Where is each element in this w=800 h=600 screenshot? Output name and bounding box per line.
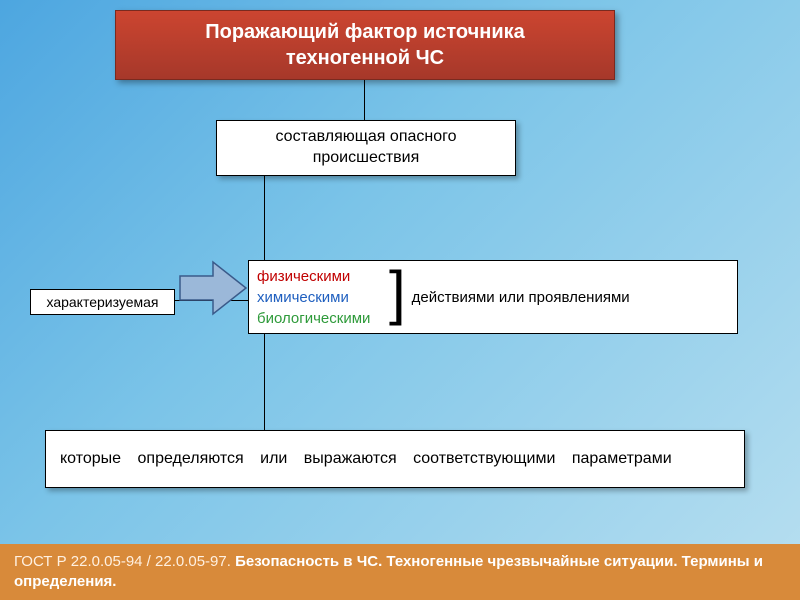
component-line1: составляющая опасного (217, 127, 515, 148)
title-line1: Поражающий фактор источника (116, 19, 614, 45)
footer-ref: ГОСТ Р 22.0.05-94 / 22.0.05-97. (14, 553, 231, 570)
arrow-icon (178, 258, 248, 318)
connector-line (364, 80, 365, 120)
characterized-label: характеризуемая (46, 294, 158, 310)
title-line2: техногенной ЧС (116, 45, 614, 71)
types-box: физическими химическими биологическими ]… (248, 260, 738, 334)
type-biological: биологическими (257, 308, 389, 329)
type-physical: физическими (257, 266, 389, 287)
params-box: которые определяются или выражаются соот… (45, 430, 745, 488)
type-chemical: химическими (257, 287, 389, 308)
component-line2: происшествия (217, 148, 515, 169)
diagram: Поражающий фактор источника техногенной … (0, 0, 800, 600)
footer: ГОСТ Р 22.0.05-94 / 22.0.05-97. Безопасн… (0, 544, 800, 600)
component-box: составляющая опасного происшествия (216, 120, 516, 176)
characterized-box: характеризуемая (30, 289, 175, 315)
bracket-icon: ] (389, 263, 408, 331)
actions-text: действиями или проявлениями (408, 289, 630, 306)
params-text: которые определяются или выражаются соот… (60, 450, 730, 468)
title-box: Поражающий фактор источника техногенной … (115, 10, 615, 80)
types-list: физическими химическими биологическими (249, 266, 389, 329)
